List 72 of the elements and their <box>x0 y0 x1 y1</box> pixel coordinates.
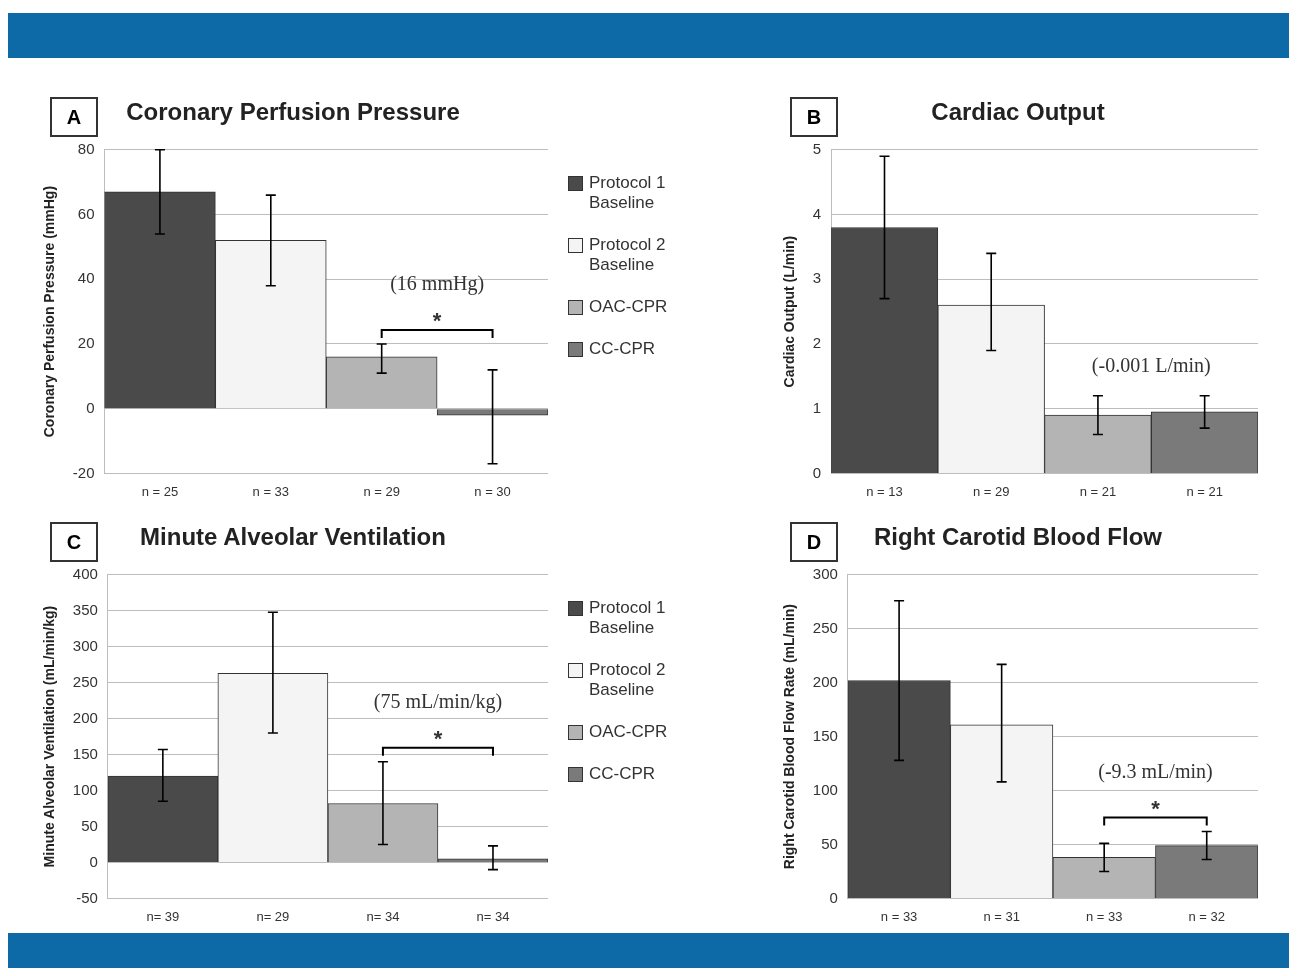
x-tick-label: n = 29 <box>972 483 1010 499</box>
y-axis-title: Minute Alveolar Ventilation (mL/min/kg) <box>41 605 58 868</box>
y-tick-label: 3 <box>812 269 822 287</box>
y-tick-label: 350 <box>72 600 98 618</box>
y-tick-label: 0 <box>89 852 98 870</box>
text: D <box>790 522 838 562</box>
y-tick-label: 2 <box>812 334 822 352</box>
y-tick-label: 60 <box>77 204 95 222</box>
chart-title: Coronary Perfusion Pressure <box>126 98 460 126</box>
y-tick-label: 400 <box>72 564 98 582</box>
y-tick-label: 0 <box>812 463 822 481</box>
y-tick-label: 100 <box>812 780 838 798</box>
y-tick-label: 300 <box>812 564 838 582</box>
annotation: (-9.3 mL/min) <box>1098 759 1213 783</box>
x-tick-label: n = 33 <box>252 483 290 499</box>
legend-label: Protocol 1 Baseline <box>589 173 667 213</box>
x-tick-label: n= 34 <box>366 908 400 924</box>
y-tick-label: 250 <box>812 618 838 636</box>
annotation: * <box>1151 795 1161 821</box>
x-tick-label: n = 21 <box>1079 483 1117 499</box>
x-tick-label: n = 29 <box>363 483 400 499</box>
y-tick-label: 300 <box>72 636 98 654</box>
y-tick-label: 200 <box>812 672 838 690</box>
y-tick-label: -20 <box>72 463 95 481</box>
annotation: * <box>432 307 442 333</box>
y-tick-label: -50 <box>76 888 98 906</box>
x-tick-label: n = 13 <box>866 483 903 499</box>
chart-title: Minute Alveolar Ventilation <box>140 523 446 551</box>
x-tick-label: n = 25 <box>141 483 179 499</box>
y-tick-label: 200 <box>72 708 98 726</box>
chart-title: Right Carotid Blood Flow <box>874 523 1163 551</box>
y-axis-title: Right Carotid Blood Flow Rate (mL/min) <box>781 604 798 870</box>
x-tick-label: n= 34 <box>476 908 510 924</box>
annotation: (75 mL/min/kg) <box>373 689 503 713</box>
y-tick-label: 100 <box>72 780 98 798</box>
y-tick-label: 150 <box>72 744 98 762</box>
legend-label: Protocol 2 Baseline <box>589 235 667 275</box>
annotation: (-0.001 L/min) <box>1091 353 1211 377</box>
y-tick-label: 50 <box>821 834 838 852</box>
x-tick-label: n = 33 <box>1085 908 1123 924</box>
legend-label: Protocol 1 Baseline <box>589 598 667 638</box>
y-tick-label: 40 <box>77 269 95 287</box>
legend-label: CC-CPR <box>589 764 656 784</box>
x-tick-label: n= 39 <box>146 908 180 924</box>
y-tick-label: 0 <box>86 398 95 416</box>
chart-title: Cardiac Output <box>931 98 1105 126</box>
y-tick-label: 1 <box>812 398 822 416</box>
legend-label: Protocol 2 Baseline <box>589 660 667 700</box>
x-tick-label: n = 33 <box>880 908 918 924</box>
y-axis-title: Coronary Perfusion Pressure (mmHg) <box>41 185 58 438</box>
text: A <box>50 97 98 137</box>
y-tick-label: 80 <box>77 139 95 157</box>
y-axis-title: Cardiac Output (L/min) <box>781 235 798 388</box>
text: B <box>790 97 838 137</box>
annotation: * <box>433 725 443 751</box>
x-tick-label: n = 32 <box>1188 908 1225 924</box>
x-tick-label: n = 21 <box>1186 483 1223 499</box>
legend-label: OAC-CPR <box>589 722 668 742</box>
y-tick-label: 250 <box>72 672 98 690</box>
annotation: (16 mmHg) <box>390 271 485 295</box>
y-tick-label: 50 <box>81 816 98 834</box>
text: C <box>50 522 98 562</box>
legend-label: CC-CPR <box>589 339 656 359</box>
x-tick-label: n= 29 <box>256 908 290 924</box>
y-tick-label: 20 <box>77 334 95 352</box>
y-tick-label: 4 <box>812 204 822 222</box>
x-tick-label: n = 31 <box>983 908 1020 924</box>
legend-label: OAC-CPR <box>589 297 668 317</box>
y-tick-label: 5 <box>812 139 822 157</box>
x-tick-label: n = 30 <box>474 483 511 499</box>
y-tick-label: 150 <box>812 726 838 744</box>
y-tick-label: 0 <box>829 888 838 906</box>
